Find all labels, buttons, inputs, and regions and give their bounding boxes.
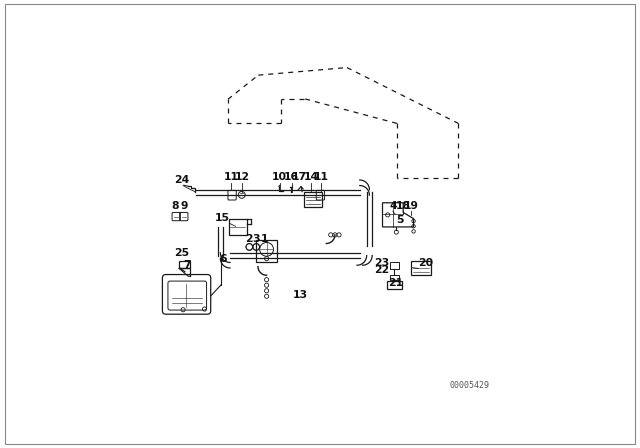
Text: 19: 19 (404, 201, 419, 211)
Text: 11: 11 (224, 172, 239, 182)
Text: 5: 5 (396, 215, 403, 224)
Text: 4: 4 (389, 201, 397, 211)
Text: 17: 17 (292, 172, 307, 182)
Text: 3: 3 (252, 234, 260, 244)
Text: 10: 10 (272, 172, 287, 182)
Text: 11: 11 (314, 172, 328, 182)
Text: 6: 6 (219, 254, 227, 264)
Text: 12: 12 (235, 172, 250, 182)
Text: 23: 23 (374, 258, 389, 268)
Text: 16: 16 (284, 172, 300, 182)
Text: 2: 2 (246, 234, 253, 244)
Text: 9: 9 (180, 201, 188, 211)
Text: 18: 18 (396, 201, 411, 211)
Text: 24: 24 (174, 175, 189, 185)
Text: 15: 15 (214, 213, 230, 223)
Text: 14: 14 (304, 172, 319, 182)
Text: 8: 8 (172, 201, 179, 211)
Text: 00005429: 00005429 (449, 381, 490, 390)
Text: 22: 22 (374, 265, 389, 275)
Text: 20: 20 (418, 258, 433, 268)
Text: 13: 13 (293, 290, 308, 301)
Text: 1: 1 (260, 234, 268, 244)
Text: 7: 7 (183, 260, 190, 271)
Text: 25: 25 (175, 248, 189, 258)
Text: 21: 21 (388, 278, 403, 288)
